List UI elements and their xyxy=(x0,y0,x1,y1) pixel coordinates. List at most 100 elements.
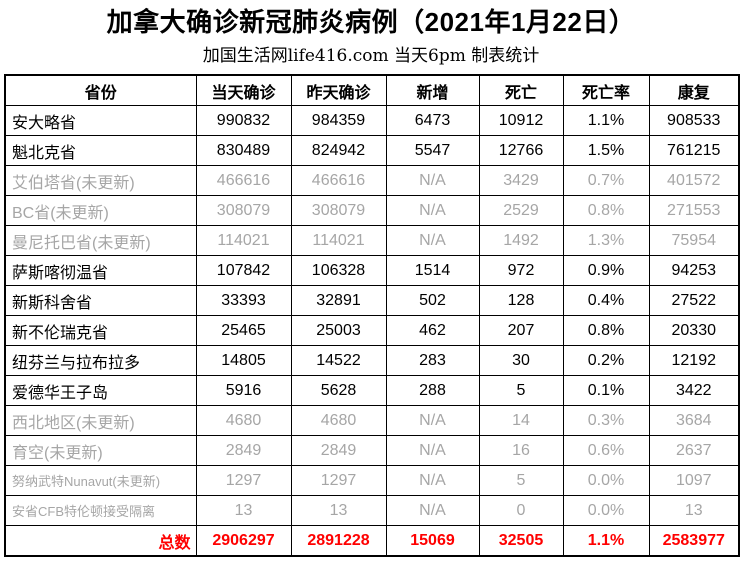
table-row: 艾伯塔省(未更新) 466616 466616 N/A 3429 0.7% 401572 xyxy=(4,165,740,196)
yesterday-cell: 2849 xyxy=(290,435,387,466)
total-yesterday-cell: 2891228 xyxy=(290,525,387,557)
deaths-cell: 0 xyxy=(478,495,564,526)
today-cell: 107842 xyxy=(195,255,292,286)
today-cell: 830489 xyxy=(195,135,292,166)
deaths-cell: 10912 xyxy=(478,105,564,136)
table-row: 魁北克省 830489 824942 5547 12766 1.5% 761215 xyxy=(4,135,740,166)
today-cell: 25465 xyxy=(195,315,292,346)
table-row: 爱德华王子岛 5916 5628 288 5 0.1% 3422 xyxy=(4,375,740,406)
death-rate-cell: 1.1% xyxy=(562,105,650,136)
recovered-cell: 271553 xyxy=(648,195,740,226)
yesterday-cell: 5628 xyxy=(290,375,387,406)
deaths-cell: 1492 xyxy=(478,225,564,256)
death-rate-cell: 0.4% xyxy=(562,285,650,316)
today-cell: 990832 xyxy=(195,105,292,136)
death-rate-cell: 1.3% xyxy=(562,225,650,256)
table-body: 安大略省 990832 984359 6473 10912 1.1% 908533 魁北克省 8… xyxy=(4,105,740,526)
deaths-cell: 14 xyxy=(478,405,564,436)
total-today-cell: 2906297 xyxy=(195,525,292,557)
header-new-cases: 新增 xyxy=(385,74,480,106)
new-cases-cell: 462 xyxy=(385,315,480,346)
yesterday-cell: 1297 xyxy=(290,465,387,496)
province-cell: 艾伯塔省(未更新) xyxy=(4,165,197,196)
death-rate-cell: 0.3% xyxy=(562,405,650,436)
recovered-cell: 761215 xyxy=(648,135,740,166)
total-recovered-cell: 2583977 xyxy=(648,525,740,557)
new-cases-cell: 502 xyxy=(385,285,480,316)
header-recovered: 康复 xyxy=(648,74,740,106)
today-cell: 4680 xyxy=(195,405,292,436)
new-cases-cell: N/A xyxy=(385,195,480,226)
table-row: 安大略省 990832 984359 6473 10912 1.1% 908533 xyxy=(4,105,740,136)
province-cell: 努纳武特Nunavut(未更新) xyxy=(4,465,197,496)
new-cases-cell: 288 xyxy=(385,375,480,406)
today-cell: 466616 xyxy=(195,165,292,196)
recovered-cell: 27522 xyxy=(648,285,740,316)
table-row: 新斯科舍省 33393 32891 502 128 0.4% 27522 xyxy=(4,285,740,316)
table-row: 西北地区(未更新) 4680 4680 N/A 14 0.3% 3684 xyxy=(4,405,740,436)
new-cases-cell: 5547 xyxy=(385,135,480,166)
new-cases-cell: N/A xyxy=(385,435,480,466)
new-cases-cell: N/A xyxy=(385,225,480,256)
table-row: BC省(未更新) 308079 308079 N/A 2529 0.8% 271553 xyxy=(4,195,740,226)
table-header-row: 省份 当天确诊 昨天确诊 新增 死亡 死亡率 康复 xyxy=(4,74,740,106)
deaths-cell: 972 xyxy=(478,255,564,286)
death-rate-cell: 0.6% xyxy=(562,435,650,466)
recovered-cell: 3422 xyxy=(648,375,740,406)
table-row: 努纳武特Nunavut(未更新) 1297 1297 N/A 5 0.0% 1097 xyxy=(4,465,740,496)
death-rate-cell: 0.2% xyxy=(562,345,650,376)
new-cases-cell: N/A xyxy=(385,465,480,496)
new-cases-cell: 283 xyxy=(385,345,480,376)
death-rate-cell: 0.7% xyxy=(562,165,650,196)
yesterday-cell: 4680 xyxy=(290,405,387,436)
today-cell: 1297 xyxy=(195,465,292,496)
death-rate-cell: 1.5% xyxy=(562,135,650,166)
recovered-cell: 13 xyxy=(648,495,740,526)
total-deaths-cell: 32505 xyxy=(478,525,564,557)
yesterday-cell: 14522 xyxy=(290,345,387,376)
death-rate-cell: 0.1% xyxy=(562,375,650,406)
recovered-cell: 20330 xyxy=(648,315,740,346)
header-deaths: 死亡 xyxy=(478,74,564,106)
yesterday-cell: 824942 xyxy=(290,135,387,166)
province-cell: 爱德华王子岛 xyxy=(4,375,197,406)
province-cell: BC省(未更新) xyxy=(4,195,197,226)
covid-stats-table: 省份 当天确诊 昨天确诊 新增 死亡 死亡率 康复 安大略省 990832 9843… xyxy=(4,74,740,557)
new-cases-cell: N/A xyxy=(385,165,480,196)
table-row: 纽芬兰与拉布拉多 14805 14522 283 30 0.2% 12192 xyxy=(4,345,740,376)
province-cell: 安大略省 xyxy=(4,105,197,136)
recovered-cell: 2637 xyxy=(648,435,740,466)
deaths-cell: 12766 xyxy=(478,135,564,166)
deaths-cell: 207 xyxy=(478,315,564,346)
death-rate-cell: 0.0% xyxy=(562,495,650,526)
deaths-cell: 128 xyxy=(478,285,564,316)
death-rate-cell: 0.8% xyxy=(562,195,650,226)
yesterday-cell: 32891 xyxy=(290,285,387,316)
total-new-cases-cell: 15069 xyxy=(385,525,480,557)
yesterday-cell: 114021 xyxy=(290,225,387,256)
yesterday-cell: 308079 xyxy=(290,195,387,226)
yesterday-cell: 984359 xyxy=(290,105,387,136)
table-row: 萨斯喀彻温省 107842 106328 1514 972 0.9% 94253 xyxy=(4,255,740,286)
total-row: 总数 2906297 2891228 15069 32505 1.1% 2583… xyxy=(4,525,740,557)
new-cases-cell: N/A xyxy=(385,495,480,526)
province-cell: 曼尼托巴省(未更新) xyxy=(4,225,197,256)
table-row: 曼尼托巴省(未更新) 114021 114021 N/A 1492 1.3% 75954 xyxy=(4,225,740,256)
recovered-cell: 908533 xyxy=(648,105,740,136)
province-cell: 纽芬兰与拉布拉多 xyxy=(4,345,197,376)
deaths-cell: 16 xyxy=(478,435,564,466)
yesterday-cell: 106328 xyxy=(290,255,387,286)
table-row: 安省CFB特伦顿接受隔离 13 13 N/A 0 0.0% 13 xyxy=(4,495,740,526)
province-cell: 育空(未更新) xyxy=(4,435,197,466)
recovered-cell: 94253 xyxy=(648,255,740,286)
today-cell: 33393 xyxy=(195,285,292,316)
deaths-cell: 3429 xyxy=(478,165,564,196)
page-title: 加拿大确诊新冠肺炎病例（2021年1月22日） xyxy=(106,7,636,37)
header-province: 省份 xyxy=(4,74,197,106)
province-cell: 西北地区(未更新) xyxy=(4,405,197,436)
yesterday-cell: 466616 xyxy=(290,165,387,196)
page-subtitle: 加国生活网life416.com 当天6pm 制表统计 xyxy=(202,46,540,66)
recovered-cell: 75954 xyxy=(648,225,740,256)
deaths-cell: 30 xyxy=(478,345,564,376)
table-row: 育空(未更新) 2849 2849 N/A 16 0.6% 2637 xyxy=(4,435,740,466)
